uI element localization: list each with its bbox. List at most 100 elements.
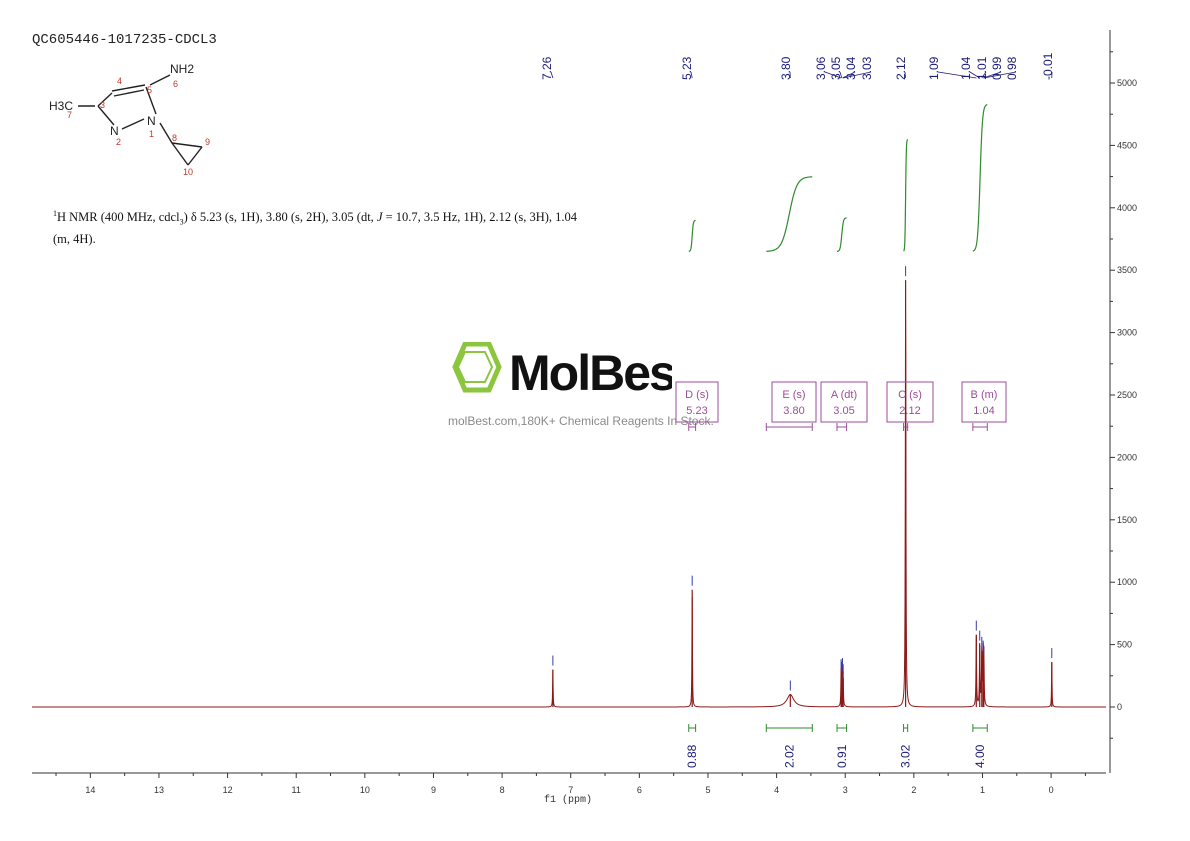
integral-curve (836, 217, 847, 252)
y-tick-label: 4500 (1117, 140, 1137, 150)
peak-label: 3.05 (829, 56, 843, 80)
spectrum-trace (32, 266, 1106, 708)
atom-number: 8 (172, 133, 177, 143)
atom-h3c: H3C (49, 99, 73, 113)
peak-label-connector (690, 71, 693, 79)
peak-label-connector (904, 71, 907, 79)
peak-label-connector (550, 71, 554, 79)
peak-label: 5.23 (680, 56, 694, 80)
atom-nh2: NH2 (170, 62, 194, 76)
atom-number: 3 (100, 100, 105, 110)
atom-n2: N (110, 124, 119, 138)
x-tick-label: 3 (843, 785, 848, 795)
peak-label-connector (983, 71, 1002, 79)
solvent-subscript: 3 (179, 217, 184, 227)
x-tick-label: 7 (568, 785, 573, 795)
peak-label: 1.01 (975, 56, 989, 80)
peak-label: 0.99 (990, 56, 1004, 80)
integral-curve (972, 104, 988, 252)
peak-label: 0.98 (1005, 56, 1019, 80)
hexagon-inner-icon (456, 351, 494, 383)
peak-label: 7.26 (540, 56, 554, 80)
y-tick-label: 3000 (1117, 328, 1137, 338)
multiplet-box (886, 381, 934, 423)
multiplet-box (771, 381, 817, 423)
multiplet-letter: B (m) (971, 389, 998, 401)
peak-label-connector (969, 71, 980, 79)
x-tick-label: 13 (154, 785, 164, 795)
peak-label: 3.04 (844, 56, 858, 80)
integral-value: 4.00 (973, 744, 987, 768)
nmr-description: 1H NMR (400 MHz, cdcl3) δ 5.23 (s, 1H), … (53, 205, 613, 248)
peak-label-connector (843, 71, 872, 79)
peak-label: 2.12 (894, 56, 908, 80)
x-tick-label: 11 (292, 785, 301, 795)
j-symbol: J (376, 210, 383, 225)
peak-label-connector (839, 71, 843, 79)
nucleus-mass: 1 (53, 209, 57, 218)
nmr-line2: (m, 4H). (53, 231, 96, 246)
peak-label-connector (824, 71, 842, 79)
molbest-logo: MolBest (452, 342, 672, 401)
peak-label: 3.80 (779, 56, 793, 80)
nmr-line1-part3: = 10.7, 3.5 Hz, 1H), 2.12 (s, 3H), 1.04 (382, 210, 578, 225)
sample-id: QC605446-1017235-CDCL3 (32, 32, 217, 48)
multiplet-shift: 2.12 (899, 405, 920, 417)
y-tick-label: 0 (1117, 702, 1122, 712)
integral-value: 0.88 (685, 744, 699, 768)
multiplet-box (675, 381, 719, 423)
atom-number: 10 (183, 167, 193, 177)
x-tick-label: 6 (637, 785, 642, 795)
integral-value: 0.91 (835, 744, 849, 768)
multiplet-box (820, 381, 868, 423)
peak-label-connector (937, 71, 977, 79)
y-tick-label: 4000 (1117, 203, 1137, 213)
peak-label: 3.03 (860, 56, 874, 80)
multiplet-boxes: D (s) 5.23 E (s) 3.80 A (dt) 3.05 C (s) 2.12 B (… (675, 381, 1007, 431)
integral-curve (903, 138, 909, 252)
integral-bars: 0.88 2.02 0.91 3.02 4.00 (685, 724, 988, 768)
integral-curve (688, 219, 696, 252)
atom-number: 7 (67, 110, 72, 120)
peak-label: 1.04 (959, 56, 973, 80)
x-tick-label: 4 (774, 785, 779, 795)
peak-label: -0.01 (1041, 52, 1055, 80)
multiplet-letter: E (s) (782, 389, 805, 401)
y-tick-label: 5000 (1117, 78, 1137, 88)
atom-number: 1 (149, 129, 154, 139)
y-tick-label: 500 (1117, 640, 1132, 650)
integral-value: 2.02 (782, 744, 796, 768)
peak-label-connector (842, 71, 856, 79)
x-tick-label: 9 (431, 785, 436, 795)
x-tick-label: 10 (360, 785, 370, 795)
multiplet-shift: 3.80 (783, 405, 804, 417)
atom-number: 6 (173, 79, 178, 89)
nmr-line1-part1: H NMR (400 MHz, cdcl (57, 210, 180, 225)
x-axis: 14 13 12 11 10 9 8 7 6 5 4 3 2 1 0 (55, 773, 1086, 795)
integral-curve (766, 176, 813, 252)
peak-label: 3.06 (814, 56, 828, 80)
multiplet-shift: 5.23 (686, 405, 707, 417)
integral-curves (688, 104, 988, 252)
x-tick-label: 2 (911, 785, 916, 795)
x-tick-label: 8 (500, 785, 505, 795)
atom-number: 2 (116, 137, 121, 147)
y-tick-label: 1000 (1117, 577, 1137, 587)
multiplet-letter: A (dt) (831, 389, 857, 401)
y-tick-label: 2000 (1117, 452, 1137, 462)
x-tick-label: 1 (980, 785, 985, 795)
peak-labels: 7.26 5.23 3.80 3.06 3.05 3.04 3.03 2.12 1.09 1.04… (540, 52, 1055, 80)
y-tick-label: 3500 (1117, 265, 1137, 275)
peak-label-connector (981, 71, 987, 79)
peak-label-connector (983, 71, 1017, 79)
chart-frame (32, 30, 1111, 774)
molbest-wordmark: MolBest (509, 345, 672, 401)
integral-value: 3.02 (899, 744, 913, 768)
nmr-line1-part2: ) δ 5.23 (s, 1H), 3.80 (s, 2H), 3.05 (dt… (183, 210, 377, 225)
multiplet-letter: D (s) (685, 389, 709, 401)
atom-number: 9 (205, 137, 210, 147)
multiplet-letter: C (s) (898, 389, 922, 401)
x-axis-title: f1 (ppm) (543, 795, 592, 806)
